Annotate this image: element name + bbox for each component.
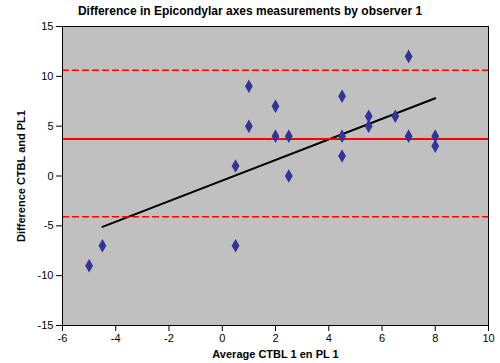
svg-text:5: 5 [47,120,53,132]
svg-text:-6: -6 [58,332,68,344]
svg-text:-4: -4 [111,332,121,344]
svg-text:-5: -5 [44,219,54,231]
svg-text:2: 2 [272,332,278,344]
svg-text:0: 0 [47,170,53,182]
html-text:Difference in Epicondylar axes: Difference in Epicondylar axes measureme… [77,4,423,18]
svg-text:-10: -10 [38,269,54,281]
svg-text:-2: -2 [164,332,174,344]
svg-text:6: 6 [379,332,385,344]
svg-text:Average CTBL 1 en PL 1: Average CTBL 1 en PL 1 [212,348,338,360]
svg-text:15: 15 [41,20,53,32]
svg-text:10: 10 [482,332,494,344]
svg-text:4: 4 [326,332,332,344]
svg-text:Difference CTBL and PL1: Difference CTBL and PL1 [15,110,27,242]
svg-text:-15: -15 [38,319,54,331]
svg-text:10: 10 [41,70,53,82]
svg-text:8: 8 [432,332,438,344]
svg-text:0: 0 [219,332,225,344]
